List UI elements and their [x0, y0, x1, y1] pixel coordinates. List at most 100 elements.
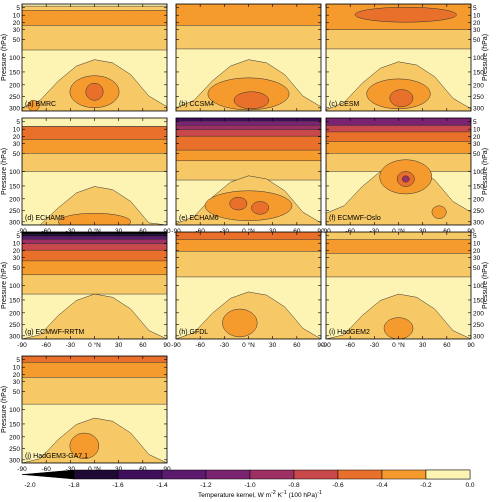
panel-label: (c) CESM — [329, 101, 360, 108]
x-tick-label: 30 — [269, 342, 277, 349]
y-axis-label: Pressure (hPa) — [482, 34, 489, 81]
y-tick-label: 200 — [473, 82, 484, 89]
colorbar-label-text: Temperature kernel, W m-2 K-1 (100 hPa)-… — [198, 490, 322, 500]
y-tick-label: 200 — [9, 82, 20, 89]
y-tick-label: 250 — [9, 322, 20, 329]
y-tick-label: 100 — [473, 169, 484, 176]
contour-fill — [326, 232, 471, 278]
panel-label: (g) ECMWF-RRTM — [25, 329, 85, 336]
y-axis-label: Pressure (hPa) — [1, 262, 8, 309]
y-tick-label: 20 — [473, 20, 481, 27]
x-tick-label: 60 — [293, 228, 301, 235]
contour-fill — [233, 91, 270, 110]
y-tick-label: 5 — [16, 119, 20, 126]
y-tick-label: 5 — [16, 5, 20, 12]
panel-label: (f) ECMWF-Oslo — [329, 215, 381, 222]
y-tick-label: 30 — [473, 27, 481, 34]
y-tick-label: 150 — [473, 183, 484, 190]
panel-label: (a) BMRC — [25, 101, 56, 108]
contour-fill — [176, 232, 321, 240]
panel-gfdl: (h) GFDL -90 -60 -30 0 °N 30 60 90 — [171, 231, 325, 349]
y-tick-label: 10 — [473, 127, 481, 134]
y-tick-label: 100 — [9, 283, 20, 290]
colorbar-swatch — [73, 469, 119, 480]
x-tick-label: 90 — [163, 342, 171, 349]
y-tick-label: 20 — [13, 20, 21, 27]
contour-fill — [229, 196, 248, 211]
panel-label: (e) ECHAM6 — [179, 215, 219, 222]
panel-label: (b) CCSM4 — [179, 101, 214, 108]
colorbar-tick-label: -1.0 — [244, 482, 256, 489]
colorbar-tick-label: -1.8 — [68, 482, 80, 489]
y-tick-label: 20 — [13, 248, 21, 255]
y-tick-label: 250 — [9, 208, 20, 215]
contour-fill — [22, 10, 167, 26]
y-tick-label: 250 — [9, 94, 20, 101]
x-tick-label: -30 — [66, 466, 76, 473]
x-tick-label: -30 — [66, 342, 76, 349]
contour-fill — [58, 212, 131, 225]
contour-fill — [354, 6, 457, 23]
y-tick-label: 300 — [473, 333, 484, 340]
y-tick-label: 100 — [9, 169, 20, 176]
x-tick-label: -30 — [220, 342, 230, 349]
panel-label: (j) HadGEM3-GA7.1 — [25, 453, 88, 460]
colorbar-swatch — [205, 469, 251, 480]
contour-fill — [431, 205, 447, 219]
contour-fill — [326, 118, 471, 126]
contour-fill — [326, 293, 471, 339]
x-tick-label: 30 — [115, 466, 123, 473]
x-tick-label: -60 — [195, 228, 205, 235]
y-tick-label: 10 — [13, 241, 21, 248]
x-tick-label: -30 — [220, 228, 230, 235]
contour-fill — [85, 82, 104, 101]
y-tick-label: 300 — [9, 333, 20, 340]
y-tick-label: 100 — [473, 283, 484, 290]
y-tick-label: 100 — [473, 55, 484, 62]
y-tick-label: 50 — [13, 37, 21, 44]
x-tick-label: 90 — [467, 228, 475, 235]
colorbar-tick-label: -1.4 — [156, 482, 168, 489]
y-axis-label: Pressure (hPa) — [482, 148, 489, 195]
y-tick-label: 250 — [473, 322, 484, 329]
x-tick-label: 60 — [293, 342, 301, 349]
panel-echam6: (e) ECHAM6 -90 -60 -30 0 °N 30 60 90 — [171, 117, 325, 235]
x-tick-label: -60 — [41, 466, 51, 473]
contour-fill — [401, 175, 410, 183]
colorbar-swatch — [117, 469, 163, 480]
y-tick-label: 150 — [9, 421, 20, 428]
x-tick-label: 30 — [419, 342, 427, 349]
x-tick-label: -90 — [171, 342, 181, 349]
y-axis-label: Pressure (hPa) — [1, 148, 8, 195]
panel-label: (d) ECHAM5 — [25, 215, 65, 222]
y-tick-label: 300 — [473, 219, 484, 226]
colorbar-swatch — [381, 469, 427, 480]
x-tick-label: 0 °N — [88, 465, 101, 473]
x-tick-label: -90 — [171, 228, 181, 235]
x-tick-label: 0 °N — [392, 227, 405, 235]
x-tick-label: -60 — [345, 228, 355, 235]
y-tick-label: 150 — [9, 183, 20, 190]
y-tick-label: 250 — [473, 94, 484, 101]
y-tick-label: 5 — [16, 357, 20, 364]
panel-grid: (a) BMRC510203050100150200250300Pressure… — [1, 3, 489, 473]
colorbar-tick-label: -1.6 — [112, 482, 124, 489]
y-tick-label: 10 — [473, 241, 481, 248]
y-tick-label: 150 — [9, 297, 20, 304]
y-tick-label: 30 — [13, 379, 21, 386]
panel-label: (i) HadGEM2 — [329, 329, 370, 336]
y-tick-label: 150 — [473, 297, 484, 304]
x-tick-label: 0 °N — [88, 341, 101, 349]
panel-ccsm4: (b) CCSM4 — [175, 3, 322, 112]
x-tick-label: -90 — [17, 228, 27, 235]
x-tick-label: -90 — [17, 342, 27, 349]
x-tick-label: 90 — [467, 342, 475, 349]
contour-fill — [22, 356, 167, 363]
contour-fill — [69, 432, 100, 459]
x-tick-label: 60 — [443, 228, 451, 235]
y-tick-label: 100 — [9, 407, 20, 414]
y-tick-label: 30 — [473, 255, 481, 262]
x-tick-label: 0 °N — [392, 341, 405, 349]
x-tick-label: 30 — [115, 342, 123, 349]
